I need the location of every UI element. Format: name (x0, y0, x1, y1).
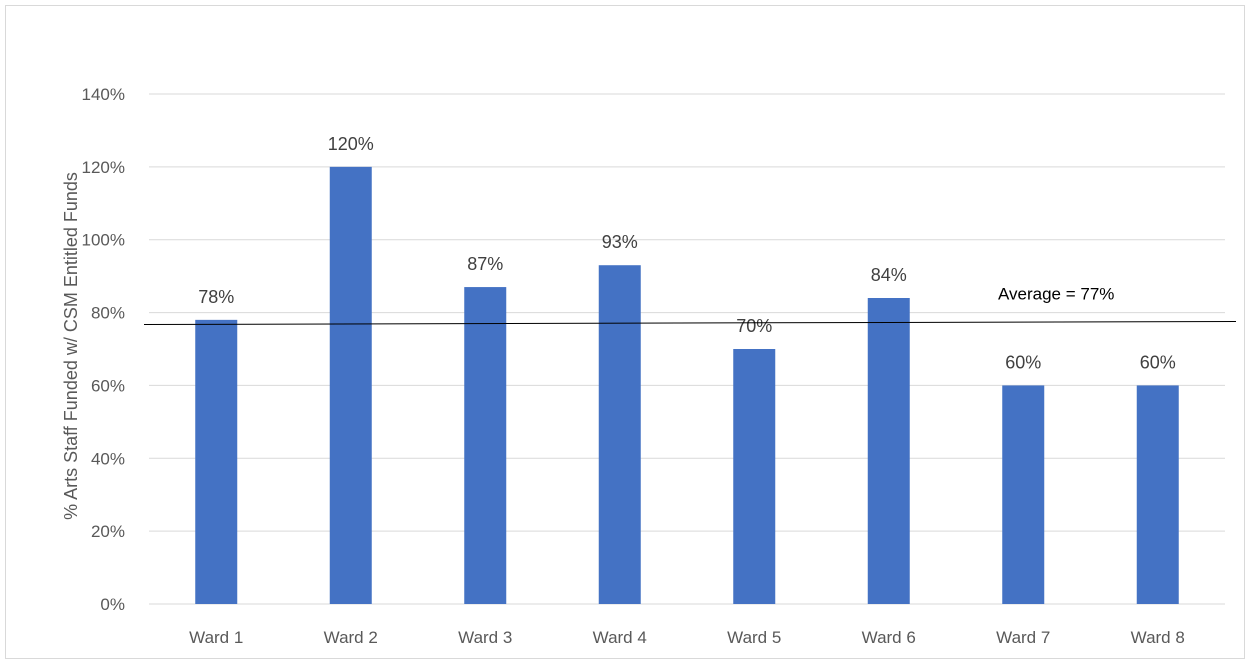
x-tick-label: Ward 6 (862, 628, 916, 647)
bars (195, 166, 1179, 604)
bar (1136, 385, 1179, 604)
data-label: 60% (1140, 352, 1176, 372)
bar (329, 166, 372, 604)
average-line (143, 321, 1237, 325)
x-tick-label: Ward 8 (1131, 628, 1185, 647)
data-label: 60% (1005, 352, 1041, 372)
y-tick-label: 140% (82, 85, 125, 104)
x-tick-label: Ward 7 (996, 628, 1050, 647)
x-tick-label: Ward 2 (324, 628, 378, 647)
y-tick-label: 60% (91, 376, 125, 395)
gridlines (149, 93, 1225, 605)
data-label: 87% (467, 254, 503, 274)
bar (195, 319, 238, 604)
data-label: 78% (198, 287, 234, 307)
data-label: 84% (871, 265, 907, 285)
y-tick-label: 40% (91, 449, 125, 468)
y-tick-label: 100% (82, 231, 125, 250)
bar (464, 287, 507, 604)
x-tick-label: Ward 3 (458, 628, 512, 647)
data-labels: 78% 120% 87% 93% 70% 84% 60% 60% (198, 134, 1176, 373)
y-tick-label: 0% (100, 595, 125, 614)
bar (733, 349, 776, 604)
data-label: 93% (602, 232, 638, 252)
x-axis-ticks: Ward 1 Ward 2 Ward 3 Ward 4 Ward 5 Ward 6 Ward… (189, 628, 1185, 647)
average-label: Average = 77% (998, 285, 1114, 304)
y-axis-ticks: 0% 20% 40% 60% 80% 100% 120% 140% (82, 85, 125, 614)
x-tick-label: Ward 4 (593, 628, 647, 647)
bar (598, 265, 641, 604)
x-tick-label: Ward 5 (727, 628, 781, 647)
data-label: 120% (328, 134, 374, 154)
y-axis-title: % Arts Staff Funded w/ CSM Entitled Fund… (61, 172, 81, 520)
y-tick-label: 20% (91, 522, 125, 541)
bar (867, 298, 910, 604)
y-tick-label: 120% (82, 158, 125, 177)
x-tick-label: Ward 1 (189, 628, 243, 647)
bar (1002, 385, 1045, 604)
y-tick-label: 80% (91, 304, 125, 323)
data-label: 70% (736, 316, 772, 336)
